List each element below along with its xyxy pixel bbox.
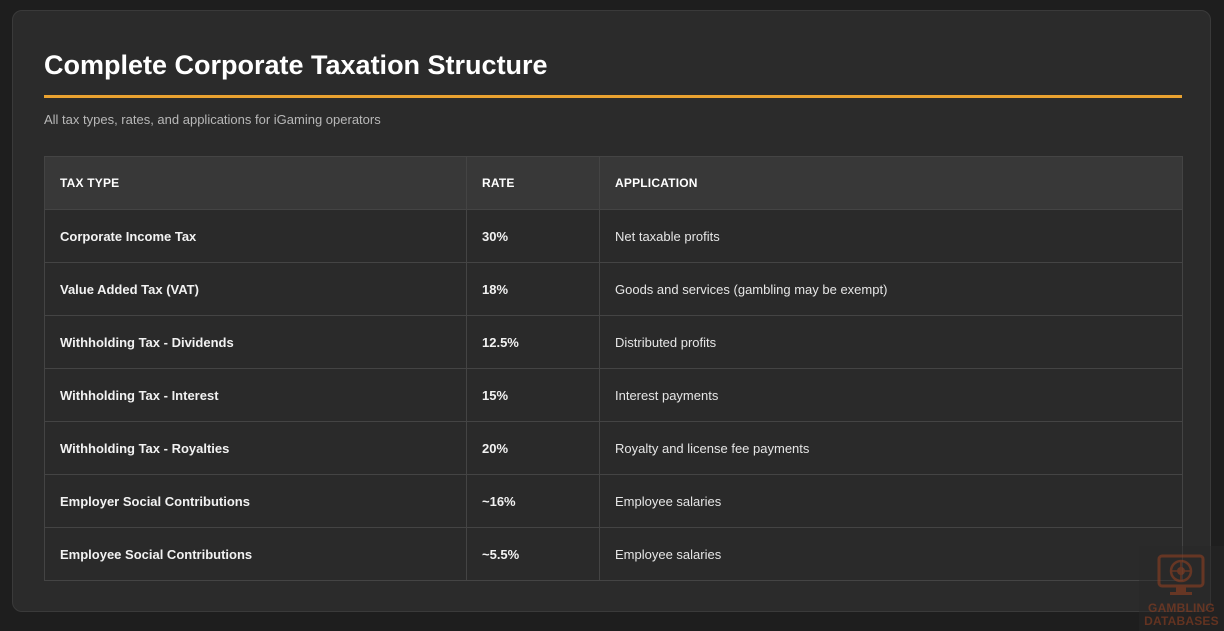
cell-rate: ~5.5% bbox=[466, 527, 600, 581]
table-row: Withholding Tax - Dividends 12.5% Distri… bbox=[44, 315, 1183, 369]
table-row: Withholding Tax - Interest 15% Interest … bbox=[44, 368, 1183, 422]
watermark-line-1: GAMBLING bbox=[1148, 601, 1215, 615]
table-row: Withholding Tax - Royalties 20% Royalty … bbox=[44, 421, 1183, 475]
cell-tax-type: Employer Social Contributions bbox=[44, 474, 467, 528]
tax-table: TAX TYPE RATE APPLICATION Corporate Inco… bbox=[44, 156, 1183, 581]
cell-rate: 18% bbox=[466, 262, 600, 316]
table-row: Employer Social Contributions ~16% Emplo… bbox=[44, 474, 1183, 528]
cell-tax-type: Withholding Tax - Dividends bbox=[44, 315, 467, 369]
page-subtitle: All tax types, rates, and applications f… bbox=[44, 112, 381, 127]
cell-application: Goods and services (gambling may be exem… bbox=[599, 262, 1183, 316]
cell-application: Royalty and license fee payments bbox=[599, 421, 1183, 475]
header-rate: RATE bbox=[466, 156, 600, 210]
cell-tax-type: Withholding Tax - Interest bbox=[44, 368, 467, 422]
watermark-line-2: DATABASES bbox=[1144, 614, 1219, 628]
cell-application: Distributed profits bbox=[599, 315, 1183, 369]
cell-tax-type: Withholding Tax - Royalties bbox=[44, 421, 467, 475]
cell-rate: 12.5% bbox=[466, 315, 600, 369]
cell-tax-type: Value Added Tax (VAT) bbox=[44, 262, 467, 316]
gambling-databases-watermark: GAMBLING DATABASES bbox=[1139, 546, 1224, 631]
cell-rate: 20% bbox=[466, 421, 600, 475]
table-row: Employee Social Contributions ~5.5% Empl… bbox=[44, 527, 1183, 581]
cell-application: Employee salaries bbox=[599, 474, 1183, 528]
cell-application: Employee salaries bbox=[599, 527, 1183, 581]
monitor-roulette-icon bbox=[1157, 554, 1205, 595]
cell-rate: 15% bbox=[466, 368, 600, 422]
cell-rate: ~16% bbox=[466, 474, 600, 528]
cell-application: Interest payments bbox=[599, 368, 1183, 422]
page-title: Complete Corporate Taxation Structure bbox=[44, 50, 548, 80]
tax-structure-card: Complete Corporate Taxation Structure Al… bbox=[12, 10, 1211, 612]
cell-tax-type: Employee Social Contributions bbox=[44, 527, 467, 581]
title-underline bbox=[44, 95, 1182, 98]
table-row: Value Added Tax (VAT) 18% Goods and serv… bbox=[44, 262, 1183, 316]
table-row: Corporate Income Tax 30% Net taxable pro… bbox=[44, 209, 1183, 263]
header-tax-type: TAX TYPE bbox=[44, 156, 467, 210]
table-header-row: TAX TYPE RATE APPLICATION bbox=[44, 156, 1183, 210]
cell-rate: 30% bbox=[466, 209, 600, 263]
cell-application: Net taxable profits bbox=[599, 209, 1183, 263]
cell-tax-type: Corporate Income Tax bbox=[44, 209, 467, 263]
header-application: APPLICATION bbox=[599, 156, 1183, 210]
